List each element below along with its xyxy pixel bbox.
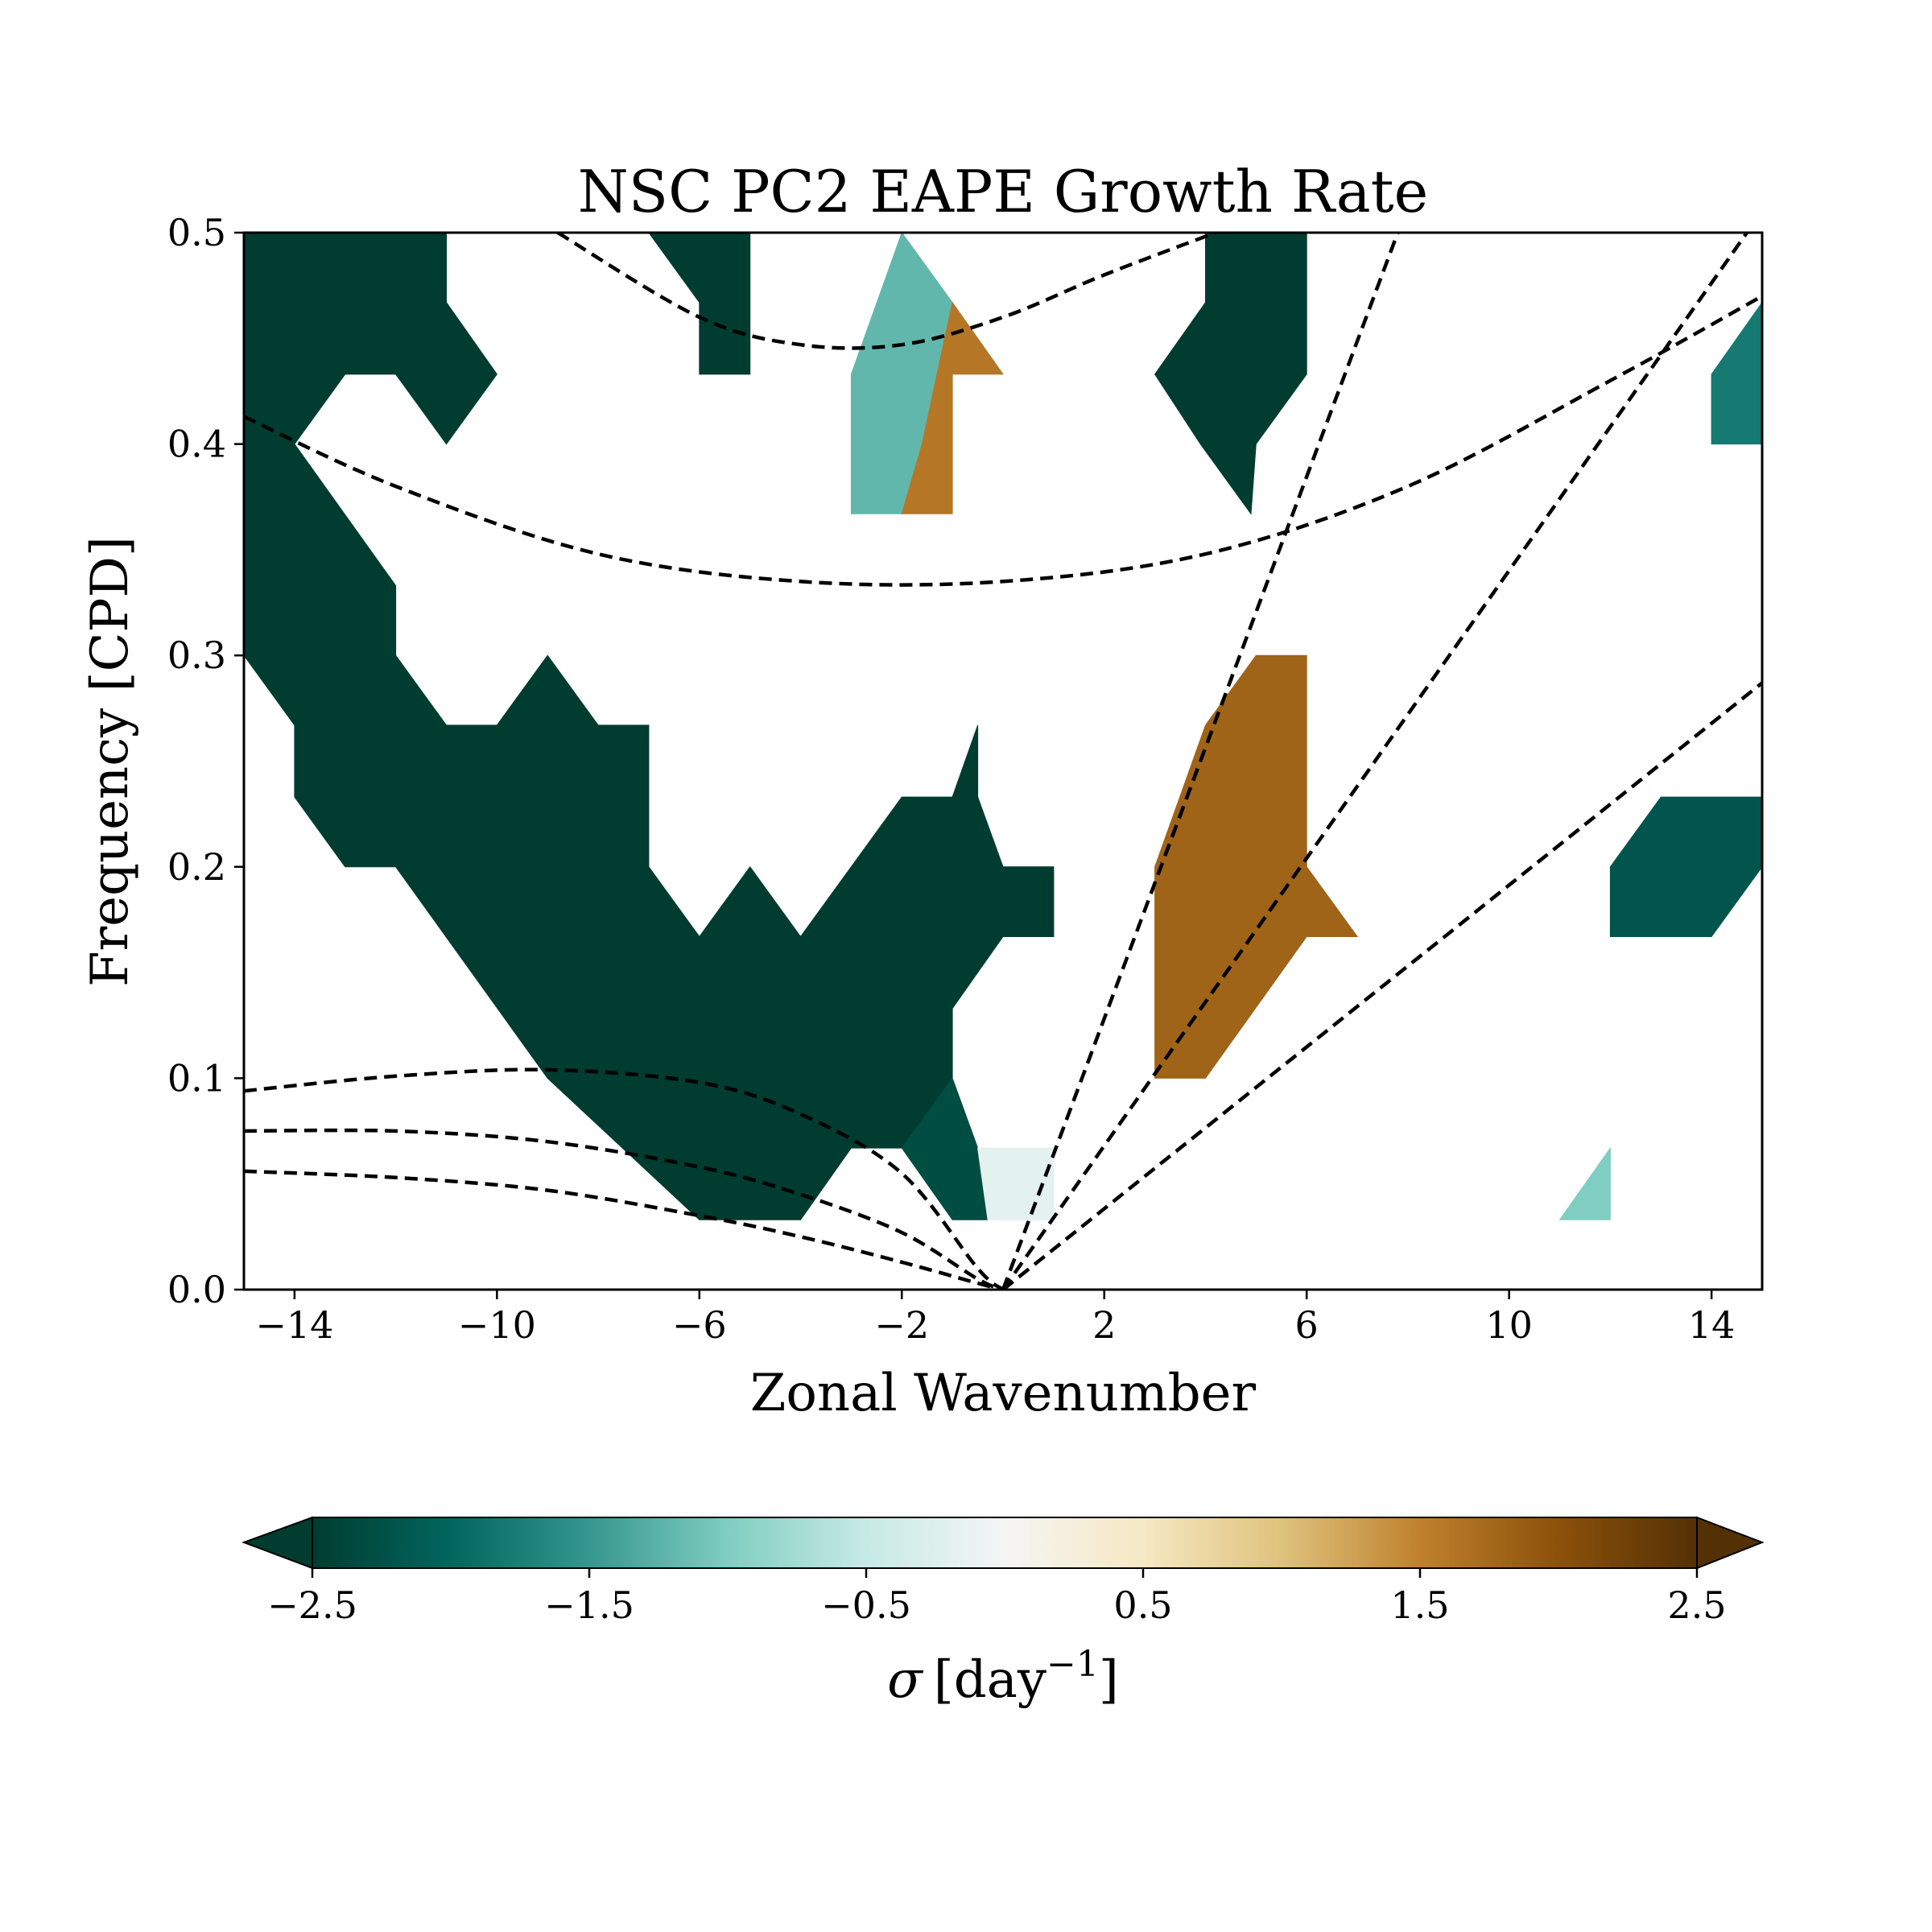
contour-region-7 [1711,301,1762,445]
dispersion-curves [244,233,1762,1290]
dispersion-curve-1 [556,233,1216,350]
colorbar-tick-label: 0.5 [1113,1583,1172,1627]
colorbar-label-unit: [day [934,1650,1046,1710]
contour-region-5 [901,1077,989,1220]
y-tick-label: 0.3 [167,634,226,677]
colorbar-label-exponent: −1 [1046,1644,1099,1685]
contour-regions [244,233,1762,1220]
colorbar-outline [312,1517,1697,1569]
colorbar-tick-label: 1.5 [1390,1583,1449,1627]
dispersion-curve-3 [244,1067,1005,1290]
colorbar-label: σ [day−1] [887,1644,1119,1710]
y-tick-label: 0.5 [167,211,226,254]
x-tick-label: −6 [672,1303,727,1347]
colorbar-tick-label: −2.5 [267,1583,357,1627]
x-axis-ticks: −14 −10 −6 −2 2 6 10 14 [255,1290,1735,1347]
colorbar-tick-label: −0.5 [821,1583,911,1627]
colorbar-label-close: ] [1099,1650,1119,1710]
contour-region-12 [1154,654,1359,1079]
x-tick-label: −10 [458,1303,536,1347]
colorbar-label-symbol: σ [887,1650,924,1710]
colorbar-extend-min [242,1516,313,1570]
colorbar-tick-label: −1.5 [544,1583,634,1627]
x-tick-label: 6 [1295,1303,1319,1347]
y-tick-label: 0.2 [167,845,226,889]
contour-region-8 [1558,1146,1611,1220]
contour-region-11 [901,301,1004,514]
contour-region-4 [1154,233,1307,515]
x-tick-label: −2 [874,1303,929,1347]
dispersion-curve-6 [1001,233,1400,1290]
contour-region-2 [244,444,1055,1220]
x-tick-label: −14 [255,1303,333,1347]
y-axis-label: Frequency [CPD] [80,536,140,987]
contour-region-3 [648,233,751,375]
y-tick-label: 0.0 [167,1268,226,1311]
y-tick-label: 0.1 [167,1056,226,1100]
y-axis-ticks: 0.0 0.1 0.2 0.3 0.4 0.5 [167,211,244,1311]
dispersion-curve-5 [244,1169,1004,1290]
colorbar-ticks: −2.5 −1.5 −0.5 0.5 1.5 2.5 [267,1568,1727,1627]
colorbar-extend-max [1696,1516,1765,1570]
dispersion-curve-7 [1001,233,1748,1290]
contour-region-6 [1609,796,1762,937]
plot-frame [242,231,1764,1291]
chart-title: NSC PC2 EAPE Growth Rate [578,158,1428,225]
dispersion-curve-2 [244,294,1762,587]
x-axis-label: Zonal Wavenumber [750,1364,1257,1423]
x-tick-label: 10 [1485,1303,1533,1347]
x-tick-label: 2 [1092,1303,1116,1347]
colorbar: −2.5 −1.5 −0.5 0.5 1.5 2.5 σ [day−1] [242,1516,1765,1710]
colorbar-body [312,1517,1697,1568]
dispersion-curve-4 [244,1128,1004,1290]
y-tick-label: 0.4 [167,423,226,466]
plot-area: −14 −10 −6 −2 2 6 10 14 0.0 0.1 0.2 0.3 0.4 0.5 [167,211,1764,1347]
colorbar-tick-label: 2.5 [1667,1583,1726,1627]
x-tick-label: 14 [1688,1303,1736,1347]
dispersion-curve-8 [1001,681,1762,1290]
